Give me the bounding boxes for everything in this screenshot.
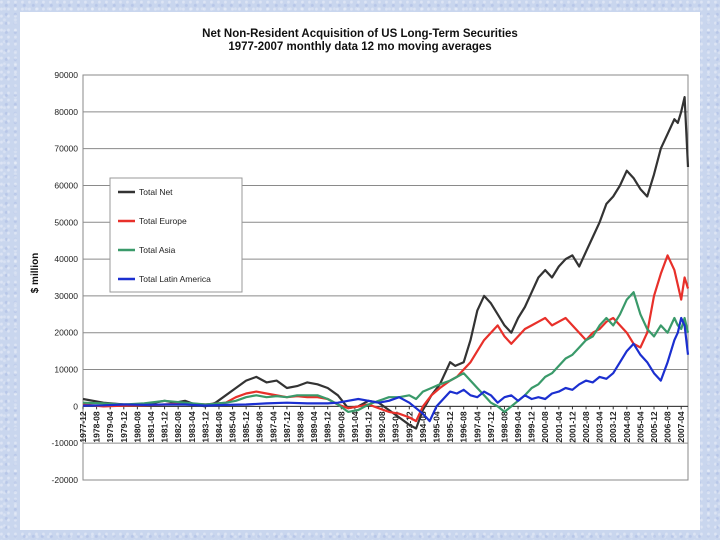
- legend-label: Total Net: [139, 187, 173, 197]
- x-tick-label: 2007-04: [676, 411, 686, 442]
- legend-box: [109, 177, 243, 293]
- x-tick-label: 1994-08: [418, 411, 428, 442]
- chart-subtitle: 1977-2007 monthly data 12 mo moving aver…: [228, 41, 491, 53]
- series-line: [82, 254, 690, 423]
- slide-frame: Net Non-Resident Acquisition of US Long-…: [20, 12, 700, 530]
- x-tick-label: 1981-04: [146, 411, 156, 442]
- x-tick-label: 1983-12: [200, 411, 210, 442]
- x-tick-label: 2005-04: [635, 411, 645, 442]
- x-tick-label: 1979-04: [105, 411, 115, 442]
- x-tick-label: 1997-12: [486, 411, 496, 442]
- x-tick-label: 1995-04: [431, 411, 441, 442]
- x-tick-label: 1999-12: [527, 411, 537, 442]
- y-tick-label: 20000: [54, 328, 78, 338]
- y-tick-label: 90000: [54, 70, 78, 80]
- y-tick-label: 10000: [54, 365, 78, 375]
- x-tick-label: 1993-12: [404, 411, 414, 442]
- chart-title: Net Non-Resident Acquisition of US Long-…: [202, 28, 518, 40]
- x-tick-label: 2002-08: [581, 411, 591, 442]
- x-tick-label: 2001-04: [554, 411, 564, 442]
- x-tick-label: 2004-08: [622, 411, 632, 442]
- y-tick-label: 70000: [54, 144, 78, 154]
- series-line: [82, 316, 690, 423]
- x-tick-label: 1990-08: [336, 411, 346, 442]
- x-tick-label: 1988-08: [296, 411, 306, 442]
- x-tick-label: 2003-04: [595, 411, 605, 442]
- x-tick-label: 1997-04: [472, 411, 482, 442]
- x-tick-label: 1991-12: [364, 411, 374, 442]
- x-tick-label: 1991-04: [350, 411, 360, 442]
- legend-label: Total Europe: [139, 216, 187, 226]
- x-tick-label: 1996-08: [459, 411, 469, 442]
- x-tick-label: 1980-08: [132, 411, 142, 442]
- x-tick-label: 2006-08: [663, 411, 673, 442]
- line-chart: Net Non-Resident Acquisition of US Long-…: [20, 12, 700, 530]
- x-tick-label: 2005-12: [649, 411, 659, 442]
- y-axis-label: $ million: [30, 253, 41, 294]
- x-tick-label: 1985-04: [228, 411, 238, 442]
- x-tick-label: 1977-12: [78, 411, 88, 442]
- y-tick-label: 40000: [54, 254, 78, 264]
- x-tick-label: 2003-12: [608, 411, 618, 442]
- y-tick-label: -20000: [52, 475, 79, 485]
- x-tick-label: 1998-08: [499, 411, 509, 442]
- series-line: [82, 291, 690, 413]
- x-tick-label: 1992-08: [377, 411, 387, 442]
- x-tick-label: 1985-12: [241, 411, 251, 442]
- y-tick-label: 50000: [54, 217, 78, 227]
- x-tick-label: 1987-04: [268, 411, 278, 442]
- x-tick-label: 1984-08: [214, 411, 224, 442]
- x-tick-label: 1981-12: [160, 411, 170, 442]
- legend-label: Total Latin America: [139, 274, 211, 284]
- x-tick-label: 1979-12: [119, 411, 129, 442]
- y-tick-label: 30000: [54, 291, 78, 301]
- y-tick-label: 60000: [54, 180, 78, 190]
- x-tick-label: 1993-04: [391, 411, 401, 442]
- y-tick-label: 0: [73, 401, 78, 411]
- y-tick-label: -10000: [52, 438, 79, 448]
- x-tick-label: 1986-08: [255, 411, 265, 442]
- x-tick-label: 1995-12: [445, 411, 455, 442]
- legend-label: Total Asia: [139, 245, 176, 255]
- plot-area: 90000 80000 70000 60000 50000 40000 30000 20000…: [52, 70, 690, 485]
- x-tick-label: 2001-12: [567, 411, 577, 442]
- x-tick-label: 1989-12: [323, 411, 333, 442]
- x-tick-label: 1987-12: [282, 411, 292, 442]
- x-tick-label: 1999-04: [513, 411, 523, 442]
- x-tick-label: 1982-08: [173, 411, 183, 442]
- x-tick-label: 2000-08: [540, 411, 550, 442]
- series-line: [82, 96, 690, 430]
- x-tick-label: 1989-04: [309, 411, 319, 442]
- x-tick-label: 1978-08: [92, 411, 102, 442]
- x-tick-label: 1983-04: [187, 411, 197, 442]
- y-tick-label: 80000: [54, 107, 78, 117]
